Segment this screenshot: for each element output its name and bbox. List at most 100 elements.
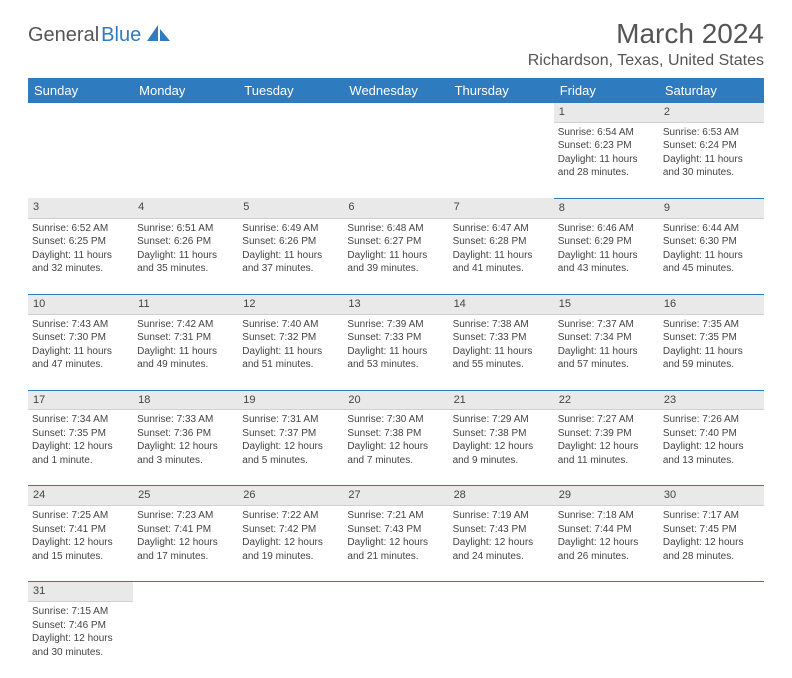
day-detail-cell: Sunrise: 7:18 AMSunset: 7:44 PMDaylight:… — [554, 506, 659, 582]
day-d2: and 5 minutes. — [242, 454, 339, 468]
weekday-header-row: SundayMondayTuesdayWednesdayThursdayFrid… — [28, 78, 764, 103]
day-d2: and 28 minutes. — [558, 166, 655, 180]
day-detail-cell — [28, 122, 133, 198]
month-title: March 2024 — [528, 18, 764, 50]
day-number-cell — [133, 582, 238, 602]
day-number-cell — [343, 103, 448, 122]
day-detail-row: Sunrise: 7:34 AMSunset: 7:35 PMDaylight:… — [28, 410, 764, 486]
day-number-cell: 4 — [133, 198, 238, 218]
day-ss: Sunset: 7:43 PM — [453, 523, 550, 537]
day-d2: and 43 minutes. — [558, 262, 655, 276]
day-d1: Daylight: 11 hours — [137, 345, 234, 359]
day-number-cell: 8 — [554, 198, 659, 218]
day-detail-cell: Sunrise: 6:53 AMSunset: 6:24 PMDaylight:… — [659, 122, 764, 198]
day-sr: Sunrise: 7:23 AM — [137, 509, 234, 523]
day-sr: Sunrise: 7:42 AM — [137, 318, 234, 332]
day-sr: Sunrise: 6:47 AM — [453, 222, 550, 236]
day-sr: Sunrise: 6:53 AM — [663, 126, 760, 140]
day-d2: and 49 minutes. — [137, 358, 234, 372]
day-ss: Sunset: 7:45 PM — [663, 523, 760, 537]
day-d2: and 19 minutes. — [242, 550, 339, 564]
day-detail-cell — [133, 602, 238, 678]
day-number-cell: 29 — [554, 486, 659, 506]
day-d1: Daylight: 12 hours — [558, 440, 655, 454]
day-ss: Sunset: 6:27 PM — [347, 235, 444, 249]
day-number-row: 12 — [28, 103, 764, 122]
day-ss: Sunset: 7:35 PM — [32, 427, 129, 441]
day-detail-cell: Sunrise: 6:47 AMSunset: 6:28 PMDaylight:… — [449, 218, 554, 294]
day-d2: and 47 minutes. — [32, 358, 129, 372]
day-number-cell: 1 — [554, 103, 659, 122]
weekday-header: Monday — [133, 78, 238, 103]
day-number-cell: 28 — [449, 486, 554, 506]
day-ss: Sunset: 7:41 PM — [32, 523, 129, 537]
day-d1: Daylight: 11 hours — [558, 249, 655, 263]
header: General Blue March 2024 Richardson, Texa… — [28, 18, 764, 70]
day-detail-cell: Sunrise: 7:33 AMSunset: 7:36 PMDaylight:… — [133, 410, 238, 486]
day-d1: Daylight: 12 hours — [32, 536, 129, 550]
day-d2: and 37 minutes. — [242, 262, 339, 276]
day-d1: Daylight: 12 hours — [137, 536, 234, 550]
day-d2: and 45 minutes. — [663, 262, 760, 276]
day-number-cell: 26 — [238, 486, 343, 506]
day-number-cell: 27 — [343, 486, 448, 506]
day-sr: Sunrise: 7:21 AM — [347, 509, 444, 523]
day-detail-row: Sunrise: 7:15 AMSunset: 7:46 PMDaylight:… — [28, 602, 764, 678]
day-detail-cell: Sunrise: 7:35 AMSunset: 7:35 PMDaylight:… — [659, 314, 764, 390]
day-number-cell — [449, 103, 554, 122]
day-ss: Sunset: 6:23 PM — [558, 139, 655, 153]
day-d1: Daylight: 12 hours — [242, 440, 339, 454]
day-detail-row: Sunrise: 7:43 AMSunset: 7:30 PMDaylight:… — [28, 314, 764, 390]
day-d1: Daylight: 12 hours — [347, 440, 444, 454]
day-d1: Daylight: 11 hours — [663, 345, 760, 359]
day-sr: Sunrise: 6:46 AM — [558, 222, 655, 236]
day-ss: Sunset: 7:41 PM — [137, 523, 234, 537]
day-d1: Daylight: 11 hours — [453, 345, 550, 359]
day-sr: Sunrise: 7:29 AM — [453, 413, 550, 427]
day-number-cell — [554, 582, 659, 602]
day-number-cell — [238, 103, 343, 122]
day-detail-cell — [449, 122, 554, 198]
day-d2: and 41 minutes. — [453, 262, 550, 276]
day-d2: and 55 minutes. — [453, 358, 550, 372]
day-ss: Sunset: 7:33 PM — [347, 331, 444, 345]
day-number-cell: 21 — [449, 390, 554, 410]
day-number-row: 24252627282930 — [28, 486, 764, 506]
day-d2: and 59 minutes. — [663, 358, 760, 372]
day-detail-cell: Sunrise: 7:15 AMSunset: 7:46 PMDaylight:… — [28, 602, 133, 678]
day-detail-cell: Sunrise: 7:26 AMSunset: 7:40 PMDaylight:… — [659, 410, 764, 486]
day-detail-cell: Sunrise: 7:25 AMSunset: 7:41 PMDaylight:… — [28, 506, 133, 582]
day-ss: Sunset: 7:44 PM — [558, 523, 655, 537]
day-d1: Daylight: 11 hours — [242, 345, 339, 359]
day-number-cell: 25 — [133, 486, 238, 506]
day-ss: Sunset: 6:24 PM — [663, 139, 760, 153]
day-d2: and 32 minutes. — [32, 262, 129, 276]
day-d2: and 17 minutes. — [137, 550, 234, 564]
day-sr: Sunrise: 7:33 AM — [137, 413, 234, 427]
day-number-row: 17181920212223 — [28, 390, 764, 410]
day-ss: Sunset: 7:30 PM — [32, 331, 129, 345]
day-detail-cell: Sunrise: 7:43 AMSunset: 7:30 PMDaylight:… — [28, 314, 133, 390]
day-detail-cell: Sunrise: 7:23 AMSunset: 7:41 PMDaylight:… — [133, 506, 238, 582]
day-detail-cell: Sunrise: 7:40 AMSunset: 7:32 PMDaylight:… — [238, 314, 343, 390]
day-detail-cell — [343, 602, 448, 678]
day-detail-cell: Sunrise: 6:54 AMSunset: 6:23 PMDaylight:… — [554, 122, 659, 198]
day-d2: and 26 minutes. — [558, 550, 655, 564]
day-number-cell: 6 — [343, 198, 448, 218]
day-detail-cell — [449, 602, 554, 678]
day-sr: Sunrise: 7:27 AM — [558, 413, 655, 427]
day-d1: Daylight: 12 hours — [558, 536, 655, 550]
day-number-cell — [659, 582, 764, 602]
day-ss: Sunset: 7:43 PM — [347, 523, 444, 537]
day-number-cell: 31 — [28, 582, 133, 602]
day-d2: and 21 minutes. — [347, 550, 444, 564]
day-detail-cell: Sunrise: 7:37 AMSunset: 7:34 PMDaylight:… — [554, 314, 659, 390]
day-d1: Daylight: 11 hours — [663, 249, 760, 263]
weekday-header: Wednesday — [343, 78, 448, 103]
weekday-header: Thursday — [449, 78, 554, 103]
day-d1: Daylight: 12 hours — [663, 440, 760, 454]
day-ss: Sunset: 6:28 PM — [453, 235, 550, 249]
day-d1: Daylight: 11 hours — [242, 249, 339, 263]
day-ss: Sunset: 7:37 PM — [242, 427, 339, 441]
day-d1: Daylight: 11 hours — [137, 249, 234, 263]
